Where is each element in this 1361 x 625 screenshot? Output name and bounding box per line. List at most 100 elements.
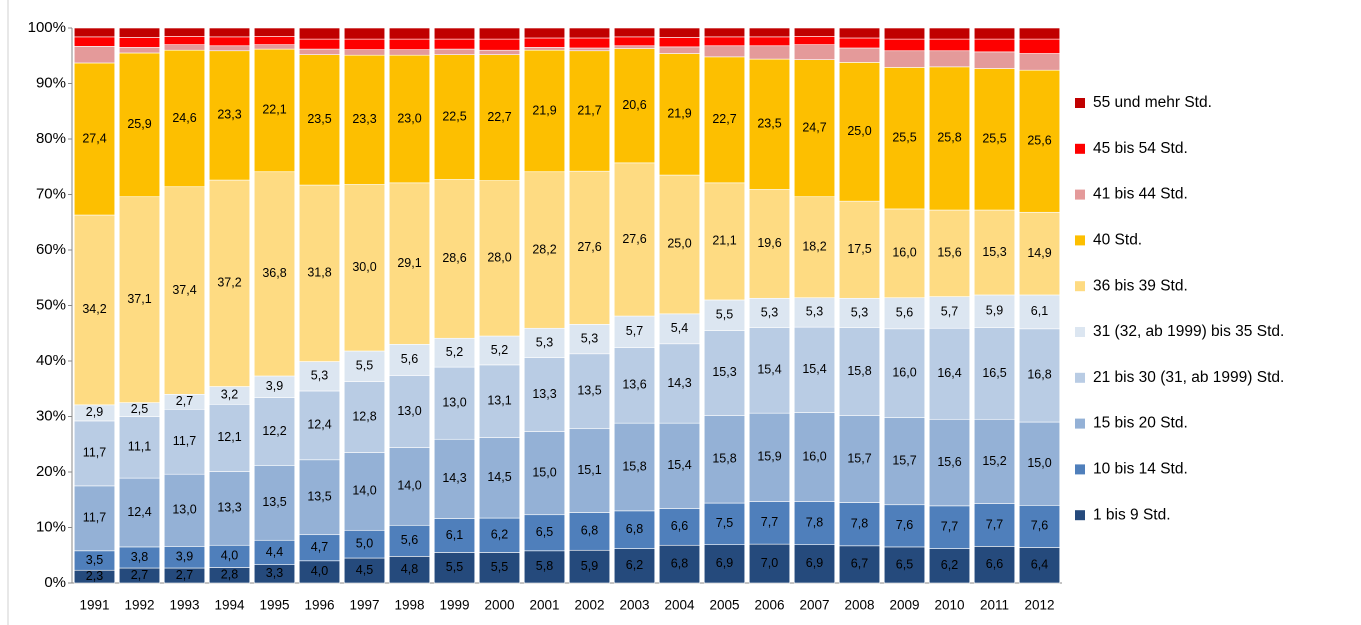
x-tick-label: 2010	[934, 598, 964, 613]
value-label: 31,8	[307, 266, 331, 280]
value-label: 29,1	[397, 256, 421, 270]
bar-segment	[703, 299, 746, 331]
bar-segment	[343, 38, 386, 50]
bar-segment	[973, 209, 1016, 296]
value-label: 15,0	[1027, 456, 1051, 470]
bar-segment	[298, 27, 341, 40]
bar-segment	[748, 543, 791, 584]
x-tick-label: 2009	[889, 598, 919, 613]
bar-segment	[703, 36, 746, 47]
bar-segment	[703, 330, 746, 416]
value-label: 25,6	[1027, 134, 1051, 148]
bar-segment	[658, 422, 701, 509]
bar-segment	[883, 546, 926, 584]
bar-segment	[973, 38, 1016, 53]
value-label: 12,1	[217, 430, 241, 444]
bar-segment	[433, 552, 476, 584]
value-label: 16,4	[937, 366, 961, 380]
bar-segment	[343, 49, 386, 56]
legend-swatch	[1075, 464, 1085, 475]
bar-segment	[883, 38, 926, 52]
value-label: 12,4	[127, 505, 151, 519]
bar-segment	[73, 46, 116, 64]
bar-segment	[568, 27, 611, 39]
bar-segment	[73, 214, 116, 406]
bar-segment	[613, 422, 656, 512]
bar-segment	[748, 36, 791, 47]
value-label: 12,2	[262, 424, 286, 438]
y-tick-label: 60%	[36, 241, 66, 258]
bar-segment	[523, 171, 566, 329]
x-tick-label: 2011	[980, 598, 1009, 613]
bar-segment	[298, 534, 341, 562]
x-tick-label: 1995	[259, 598, 289, 613]
bar-segment	[793, 36, 836, 45]
x-tick-label: 1996	[304, 598, 334, 613]
value-label: 21,9	[667, 107, 691, 121]
bar-segment	[388, 556, 431, 584]
value-label: 5,9	[581, 559, 598, 573]
value-label: 5,3	[761, 305, 778, 319]
bar-segment	[883, 417, 926, 506]
value-label: 5,4	[671, 321, 688, 335]
bar-segment	[1018, 547, 1061, 584]
value-label: 24,6	[172, 111, 196, 125]
bar-segment	[838, 27, 881, 39]
value-label: 6,1	[1031, 304, 1048, 318]
legend-label: 21 bis 30 (31, ab 1999) Std.	[1093, 369, 1284, 386]
bar-segment	[568, 512, 611, 551]
value-label: 11,1	[128, 440, 151, 454]
value-label: 13,3	[217, 501, 241, 515]
x-tick-label: 2002	[574, 598, 604, 613]
bar-segment	[478, 54, 521, 181]
bar-segment	[703, 182, 746, 301]
bar-segment	[343, 27, 386, 40]
legend-swatch	[1075, 510, 1085, 521]
bar-segment	[703, 45, 746, 58]
bar-segment	[253, 465, 296, 541]
value-label: 6,8	[581, 524, 598, 538]
value-label: 37,4	[172, 283, 196, 297]
value-label: 3,9	[176, 549, 193, 563]
bar-segment	[523, 27, 566, 39]
value-label: 15,6	[937, 246, 961, 260]
x-tick-label: 2006	[754, 598, 784, 613]
bar-segment	[793, 59, 836, 198]
value-label: 6,2	[941, 558, 958, 572]
value-label: 14,5	[487, 470, 511, 484]
bar-segment	[163, 408, 206, 475]
value-label: 2,5	[131, 402, 148, 416]
y-tick-label: 0%	[44, 574, 66, 591]
bar-segment	[838, 62, 881, 202]
bar-segment	[298, 361, 341, 392]
bar-segment	[208, 45, 251, 52]
value-label: 15,4	[757, 363, 781, 377]
y-tick-label: 40%	[36, 352, 66, 369]
value-label: 5,3	[536, 335, 553, 349]
value-label: 4,8	[401, 562, 418, 576]
bar-segment	[793, 501, 836, 546]
value-label: 2,7	[176, 394, 193, 408]
bar-segment	[523, 37, 566, 48]
bar-segment	[298, 390, 341, 461]
value-label: 3,2	[221, 388, 238, 402]
value-label: 21,7	[577, 103, 601, 117]
bar-segment	[928, 27, 971, 40]
value-label: 22,7	[487, 110, 511, 124]
bar-segment	[613, 315, 656, 348]
value-label: 6,9	[806, 556, 823, 570]
value-label: 7,8	[851, 516, 868, 530]
value-label: 13,5	[577, 384, 601, 398]
value-label: 7,7	[986, 517, 1003, 531]
bar-segment	[208, 27, 251, 38]
bar-segment	[343, 557, 386, 584]
y-tick-label: 10%	[36, 518, 66, 535]
bar-segment	[343, 381, 386, 453]
bar-segment	[613, 36, 656, 47]
value-label: 25,8	[937, 131, 961, 145]
bar-segment	[253, 36, 296, 45]
value-label: 6,8	[626, 522, 643, 536]
bar-segment	[838, 37, 881, 49]
value-label: 34,2	[82, 302, 106, 316]
